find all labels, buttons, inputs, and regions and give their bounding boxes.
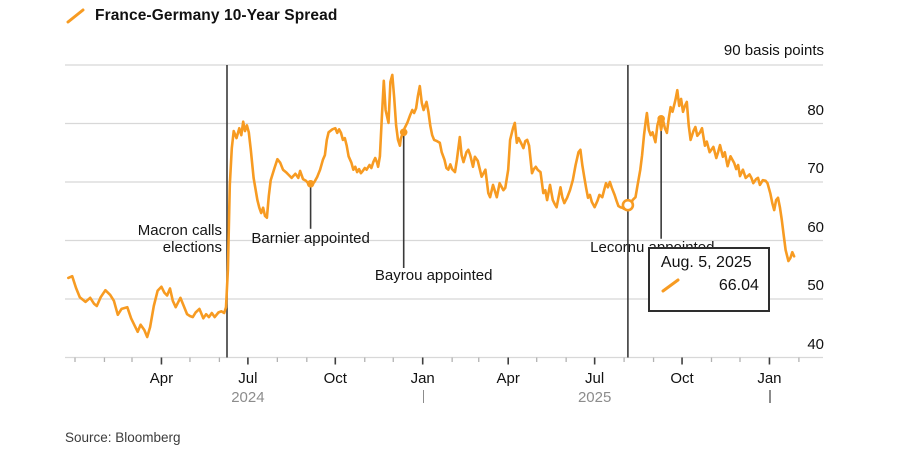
- annotation-macron-line2: elections: [162, 238, 222, 256]
- x-axis-month-label: Oct: [670, 370, 694, 387]
- y-axis-label-60: 60: [807, 218, 824, 236]
- x-axis-month-label: Jan: [757, 370, 782, 387]
- legend-label: France-Germany 10-Year Spread: [95, 7, 338, 24]
- x-axis-year-label: 2025: [577, 389, 612, 406]
- event-dot-bayrou: [399, 128, 408, 137]
- annotation-barnier-appointed: Barnier appointed: [251, 230, 370, 247]
- hover-tooltip: Aug. 5, 2025 66.04: [647, 247, 770, 312]
- x-axis-month-label: Jan: [410, 370, 435, 387]
- legend-line-icon: [66, 8, 85, 24]
- source-attribution: Source: Bloomberg: [65, 430, 181, 445]
- tooltip-series-icon: [661, 278, 680, 293]
- x-axis-month-label: Oct: [323, 370, 347, 387]
- y-axis-label-40: 40: [807, 335, 824, 353]
- legend: France-Germany 10-Year Spread: [66, 7, 337, 25]
- event-dot-barnier: [306, 179, 315, 188]
- x-axis-month-label: Jul: [585, 370, 605, 387]
- annotation-macron-line1: Macron calls: [137, 222, 222, 239]
- event-dot-lecornu: [657, 115, 665, 123]
- hover-point-marker[interactable]: [621, 198, 635, 212]
- y-axis-label-80: 80: [807, 101, 824, 119]
- x-axis-year-label: 2024: [231, 389, 265, 406]
- y-axis-unit-label: 90 basis points: [723, 42, 824, 59]
- x-axis-month-label: Apr: [496, 370, 520, 387]
- x-axis-month-label: Apr: [149, 370, 174, 387]
- y-axis-label-70: 70: [807, 160, 824, 177]
- spread-line-series: [67, 73, 796, 339]
- year-divider-mark: [422, 390, 425, 403]
- y-axis-label-50: 50: [807, 277, 824, 294]
- tooltip-value: 66.04: [718, 277, 759, 294]
- x-axis-month-label: Jul: [238, 370, 258, 387]
- year-divider-mark: [769, 390, 771, 403]
- tooltip-date: Aug. 5, 2025: [660, 254, 752, 271]
- annotation-macron-calls-elections: Macron calls elections: [137, 222, 222, 256]
- annotation-bayrou-appointed: Bayrou appointed: [374, 267, 493, 284]
